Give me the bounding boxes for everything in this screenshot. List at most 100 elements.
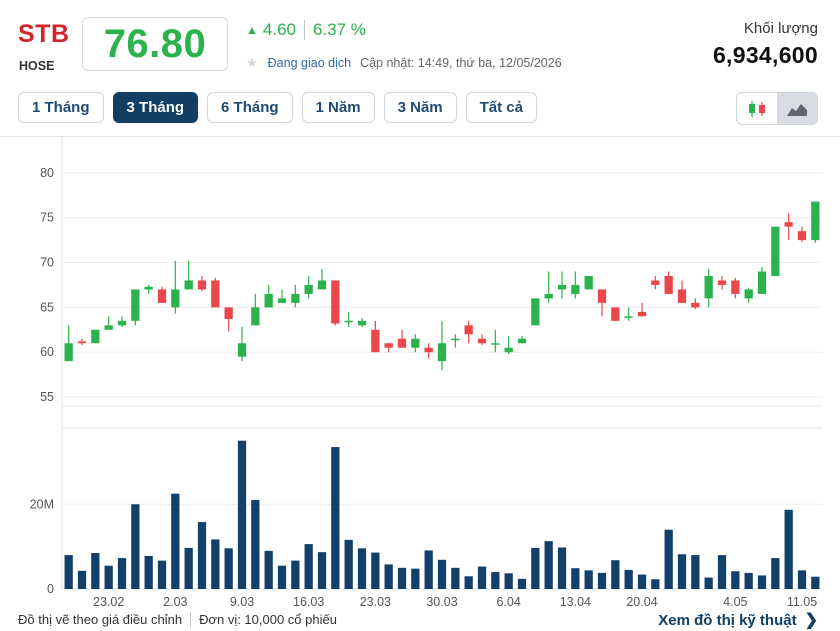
price-tick-label: 65: [40, 300, 54, 314]
technical-chart-link[interactable]: Xem đồ thị kỹ thuật ❯: [658, 610, 818, 630]
volume-bar: [437, 559, 447, 589]
volume-bar: [277, 565, 287, 589]
candle-body: [77, 341, 87, 344]
candle-body: [117, 320, 127, 326]
candle-body: [411, 338, 420, 348]
candle-body: [491, 343, 500, 345]
candle-body: [624, 316, 633, 318]
volume-bar: [504, 573, 513, 589]
candle-body: [304, 284, 313, 294]
volume-bar: [64, 555, 73, 589]
candle-body: [157, 289, 167, 303]
volume-bar: [744, 572, 753, 589]
candle-body: [91, 329, 100, 344]
tab-1-month[interactable]: 1 Tháng: [18, 92, 104, 123]
price-box: 76.80: [82, 17, 228, 71]
x-tick-label: 23.02: [93, 595, 124, 609]
change-value: 4.60: [262, 20, 296, 39]
change-divider: [303, 20, 305, 40]
volume-bar: [477, 566, 487, 589]
candle-body: [717, 280, 727, 285]
volume-bar: [811, 576, 820, 589]
candle-body: [797, 231, 807, 241]
candle-body: [397, 338, 407, 348]
price-change: ▲ 4.60 6.37 %: [246, 20, 366, 40]
star-icon[interactable]: ★: [246, 55, 258, 70]
tab-3-months[interactable]: 3 Tháng: [112, 92, 199, 123]
volume-bar: [584, 570, 593, 589]
tab-3-years[interactable]: 3 Năm: [383, 92, 457, 123]
volume-bar: [184, 547, 193, 589]
x-tick-label: 23.03: [360, 595, 391, 609]
candle-body: [131, 289, 140, 321]
tab-6-months[interactable]: 6 Tháng: [207, 92, 293, 123]
volume-bar: [517, 578, 527, 589]
volume-bar: [317, 552, 327, 589]
volume-bar: [131, 504, 140, 589]
volume-bar: [717, 555, 727, 589]
candle-body: [264, 293, 273, 308]
candle-body: [184, 280, 193, 290]
x-tick-label: 20.04: [626, 595, 657, 609]
volume-bar: [357, 548, 367, 589]
candle-body: [691, 302, 700, 308]
volume-bar: [224, 548, 233, 589]
candle-body: [437, 343, 447, 362]
volume-bar: [117, 558, 127, 589]
x-tick-label: 16.03: [293, 595, 324, 609]
candle-body: [291, 293, 300, 303]
volume-bar: [637, 574, 647, 589]
candle-body: [331, 280, 340, 324]
volume-bar: [451, 567, 460, 589]
volume-bar: [157, 560, 167, 589]
stock-symbol: STB: [18, 20, 70, 48]
change-percent: 6.37 %: [312, 20, 366, 39]
candle-body: [544, 293, 553, 299]
exchange-label: HOSE: [19, 59, 55, 73]
volume-bar: [424, 550, 433, 589]
volume-value: 6,934,600: [712, 42, 818, 68]
volume-tick-label: 0: [47, 582, 54, 596]
candle-body: [464, 325, 473, 335]
candle-body: [357, 320, 367, 326]
chevron-right-icon: ❯: [804, 612, 818, 629]
volume-bar: [597, 572, 607, 589]
volume-bar: [571, 568, 580, 589]
tab-1-year[interactable]: 1 Năm: [301, 92, 375, 123]
volume-label: Khối lượng: [743, 20, 818, 37]
current-price: 76.80: [103, 21, 207, 66]
candle-body: [557, 284, 567, 290]
volume-bar: [731, 571, 740, 589]
range-tabs: 1 Tháng 3 Tháng 6 Tháng 1 Năm 3 Năm Tất …: [18, 92, 537, 123]
volume-bar: [704, 577, 713, 589]
area-chart-button[interactable]: [777, 93, 817, 124]
volume-bar: [291, 560, 300, 589]
candle-body: [531, 298, 540, 326]
trading-status: Đang giao dịch: [267, 56, 352, 70]
candle-body: [677, 289, 687, 303]
candle-body: [664, 275, 673, 294]
volume-bar: [251, 500, 260, 589]
x-tick-label: 2.03: [163, 595, 187, 609]
update-time: Cập nhật: 14:49, thứ ba, 12/05/2026: [360, 56, 562, 70]
candle-body: [811, 201, 820, 241]
volume-bar: [677, 554, 687, 589]
candle-body: [251, 307, 260, 326]
candle-body: [597, 289, 607, 303]
header-divider: [0, 136, 840, 137]
candlestick-button[interactable]: [737, 93, 777, 124]
volume-bar: [611, 560, 620, 589]
x-tick-label: 9.03: [230, 595, 254, 609]
tab-all[interactable]: Tất cả: [465, 92, 537, 123]
candle-body: [731, 280, 740, 294]
price-tick-label: 70: [40, 256, 54, 270]
candle-body: [144, 286, 153, 290]
volume-bar: [264, 550, 273, 589]
candle-body: [651, 280, 660, 285]
price-tick-label: 75: [40, 211, 54, 225]
volume-bar: [771, 558, 780, 589]
volume-bar: [651, 579, 660, 589]
volume-bar: [304, 544, 313, 589]
candle-body: [211, 280, 220, 308]
candle-body: [424, 347, 433, 353]
